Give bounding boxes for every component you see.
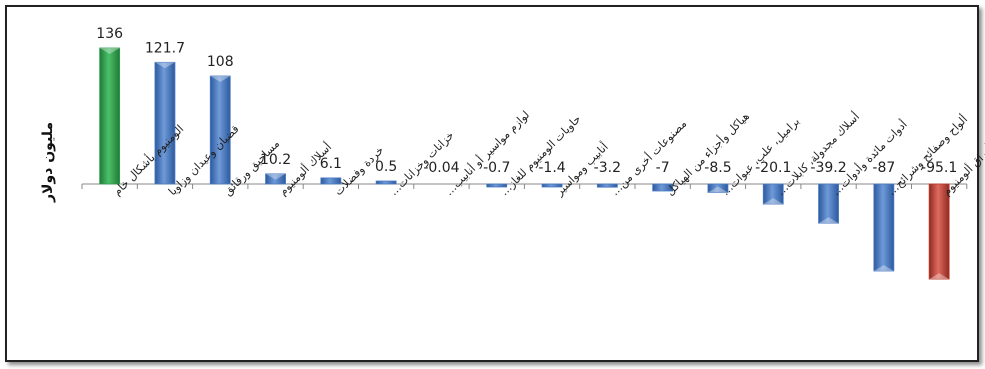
bar-highlight: [818, 217, 839, 224]
data-label: 6.1: [320, 156, 342, 172]
data-label: -3.2: [594, 160, 621, 176]
bar-highlight: [873, 265, 894, 271]
data-label: -87: [872, 160, 895, 176]
data-label: -7: [656, 160, 670, 176]
bar-highlight: [763, 198, 784, 205]
bar: [818, 183, 839, 224]
bar: [596, 183, 618, 188]
bar: [762, 183, 784, 205]
bar: [209, 75, 231, 185]
data-label: -20.1: [755, 160, 791, 176]
bar-highlight: [210, 76, 231, 82]
bar: [873, 183, 895, 272]
bar: [99, 47, 121, 185]
bar-highlight: [707, 186, 728, 193]
bar: [375, 180, 397, 185]
data-label: -0.04: [423, 160, 459, 176]
bar-highlight: [929, 273, 950, 280]
bar: [652, 183, 674, 192]
bar: [541, 183, 563, 188]
data-label: -0.7: [483, 160, 510, 176]
data-label: 136: [96, 26, 123, 42]
data-label: 108: [207, 54, 234, 70]
y-axis-label: مليون دولار: [40, 122, 56, 203]
bar: [320, 177, 342, 185]
data-label: -95.1: [921, 160, 957, 176]
data-label: -39.2: [810, 160, 846, 176]
bar: [265, 173, 286, 185]
data-label: 10.2: [260, 152, 291, 168]
bar: [707, 183, 729, 193]
bar-highlight: [99, 48, 120, 54]
bar: [154, 61, 176, 185]
bar-highlight: [265, 173, 286, 180]
bar-highlight: [154, 62, 175, 69]
data-label: 0.5: [375, 159, 397, 175]
data-label: 121.7: [145, 40, 185, 56]
data-label: -8.5: [704, 160, 731, 176]
data-label: -1.4: [538, 160, 565, 176]
bar: [928, 183, 950, 280]
bar: [486, 183, 508, 188]
